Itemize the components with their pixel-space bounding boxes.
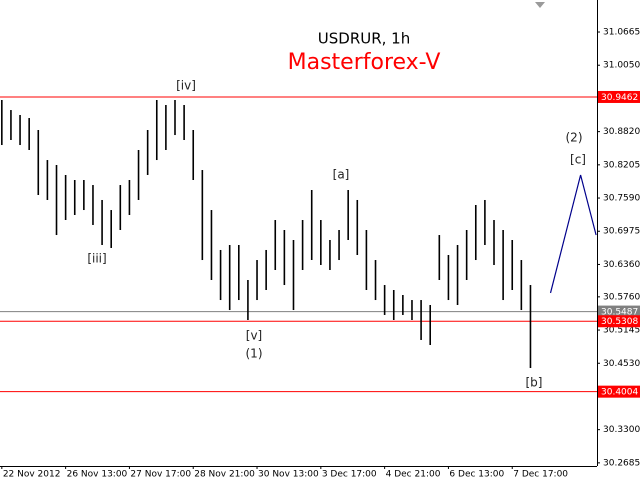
wave-annotation: [iv] [176, 79, 196, 93]
chart-title: USDRUR, 1h [318, 30, 410, 48]
y-tick-label: 30.8205 [603, 160, 640, 170]
y-tick-label: 30.8820 [603, 127, 640, 137]
level-box [598, 90, 640, 103]
wave-annotation: (1) [246, 347, 263, 361]
wave-annotation: (2) [566, 131, 583, 145]
level-label: 30.9462 [601, 93, 638, 103]
y-tick-label: 30.4530 [603, 359, 640, 369]
forecast-line [549, 174, 597, 294]
y-tick-label: 30.5145 [603, 326, 640, 336]
x-tick-label: 28 Nov 21:00 [194, 470, 255, 480]
y-tick-label: 31.0050 [603, 61, 640, 71]
x-tick-label: 3 Dec 17:00 [322, 470, 377, 480]
wave-annotation: [v] [246, 329, 262, 343]
x-tick-label: 27 Nov 17:00 [130, 470, 191, 480]
x-tick-label: 6 Dec 13:00 [449, 470, 504, 480]
x-tick-label: 7 Dec 17:00 [513, 470, 568, 480]
level-box [598, 385, 640, 398]
y-tick-label: 30.7590 [603, 194, 640, 204]
y-tick-label: 30.2685 [603, 458, 640, 468]
y-tick-label: 30.5760 [603, 292, 640, 302]
x-tick-label: 22 Nov 2012 [3, 470, 61, 480]
current-price-label: 30.5487 [601, 308, 638, 318]
y-tick-label: 31.0665 [603, 28, 640, 38]
level-label: 30.5308 [601, 317, 638, 327]
current-price-box [598, 305, 640, 318]
wave-annotation: [b] [526, 376, 543, 390]
y-tick-label: 30.6975 [603, 227, 640, 237]
scroll-marker [535, 2, 545, 8]
x-tick-label: 30 Nov 13:00 [258, 470, 319, 480]
chart-subtitle: Masterforex-V [288, 50, 441, 75]
level-label: 30.4004 [601, 388, 638, 398]
wave-annotation: [a] [333, 168, 350, 182]
wave-annotation: [iii] [87, 252, 106, 266]
x-tick-label: 26 Nov 13:00 [67, 470, 128, 480]
y-tick-label: 30.3300 [603, 425, 640, 435]
x-tick-label: 4 Dec 21:00 [386, 470, 441, 480]
level-box [598, 315, 640, 328]
y-tick-label: 30.6360 [603, 260, 640, 270]
wave-annotation: [c] [570, 153, 586, 167]
